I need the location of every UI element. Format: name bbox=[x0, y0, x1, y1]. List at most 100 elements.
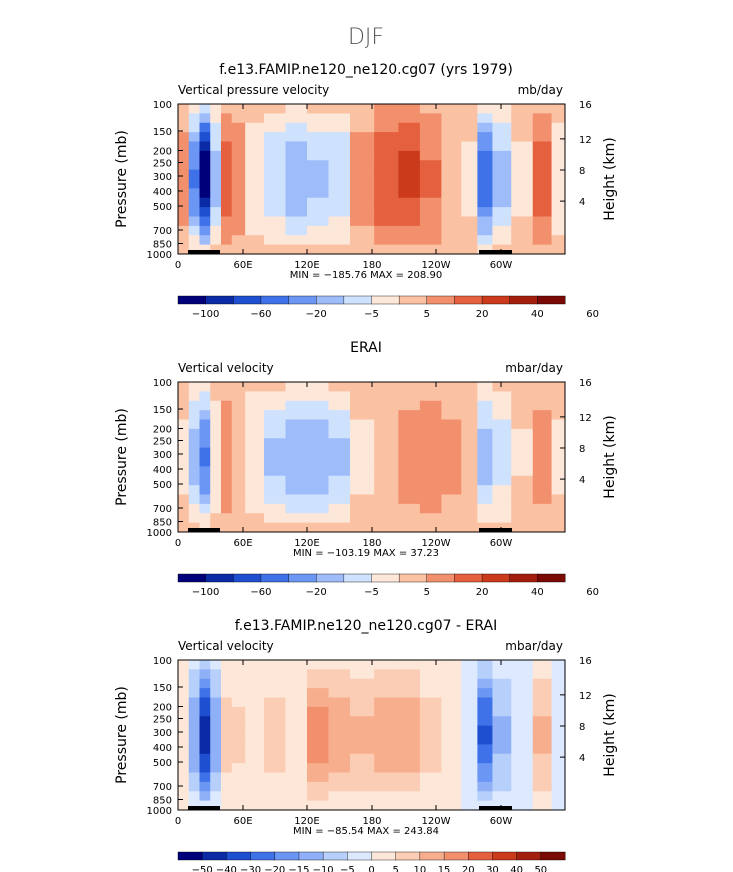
colorbar-swatch bbox=[426, 295, 455, 305]
field-cell bbox=[398, 447, 421, 458]
field-cell bbox=[221, 697, 233, 708]
field-cell bbox=[374, 410, 399, 421]
colorbar-label: −100 bbox=[192, 309, 219, 320]
topography-mask bbox=[479, 528, 512, 532]
field-cell bbox=[307, 225, 329, 236]
field-cell bbox=[532, 400, 553, 411]
field-cell bbox=[551, 235, 566, 246]
field-cell bbox=[221, 169, 233, 180]
field-cell bbox=[285, 225, 308, 236]
y-tick-label: 200 bbox=[153, 703, 172, 714]
y-tick-label: 100 bbox=[153, 378, 172, 389]
field-cell bbox=[231, 179, 246, 189]
field-cell bbox=[441, 678, 462, 689]
field-cell bbox=[245, 678, 265, 689]
y-tick-label: 500 bbox=[153, 758, 172, 769]
field-cell bbox=[441, 244, 462, 255]
field-cell bbox=[245, 522, 265, 533]
field-cell bbox=[285, 763, 308, 774]
field-cell bbox=[188, 160, 200, 171]
field-cell bbox=[328, 132, 351, 143]
field-cell bbox=[419, 104, 442, 114]
field-cell bbox=[477, 216, 493, 227]
field-cell bbox=[264, 772, 286, 783]
field-cell bbox=[511, 763, 534, 774]
field-cell bbox=[178, 791, 190, 802]
field-cell bbox=[221, 207, 233, 218]
field-cell bbox=[492, 753, 512, 764]
field-cell bbox=[551, 207, 566, 218]
field-cell bbox=[264, 513, 286, 524]
field-cell bbox=[285, 706, 308, 717]
field-cell bbox=[492, 235, 512, 246]
field-cell bbox=[419, 216, 442, 227]
field-cell bbox=[188, 207, 200, 218]
field-cell bbox=[398, 122, 421, 133]
field-cell bbox=[285, 475, 308, 486]
y-tick-label: 400 bbox=[153, 743, 172, 754]
field-cell bbox=[231, 688, 246, 699]
field-cell bbox=[285, 391, 308, 402]
colorbar-swatch bbox=[288, 573, 317, 583]
field-cell bbox=[178, 744, 190, 755]
field-cell bbox=[199, 438, 211, 449]
field-cell bbox=[532, 494, 553, 505]
field-cell bbox=[221, 753, 233, 764]
colorbar-swatch bbox=[288, 295, 317, 305]
field-cell bbox=[461, 772, 478, 783]
field-cell bbox=[374, 494, 399, 505]
field-cell bbox=[461, 513, 478, 524]
field-cell bbox=[264, 216, 286, 227]
field-cell bbox=[285, 660, 308, 670]
field-cell bbox=[511, 447, 534, 458]
field-cell bbox=[350, 188, 375, 199]
field-cell bbox=[188, 660, 200, 670]
field-cell bbox=[477, 428, 493, 439]
field-cell bbox=[199, 104, 211, 114]
field-cell bbox=[551, 744, 566, 755]
field-cell bbox=[178, 447, 190, 458]
field-cell bbox=[178, 382, 190, 392]
topography-mask bbox=[188, 528, 220, 532]
field-cell bbox=[328, 457, 351, 467]
field-cell bbox=[419, 457, 442, 467]
field-cell bbox=[199, 800, 211, 811]
field-cell bbox=[245, 466, 265, 477]
colorbar-label: 40 bbox=[531, 309, 544, 320]
field-cell bbox=[199, 197, 211, 208]
field-cell bbox=[199, 207, 211, 218]
field-cell bbox=[307, 179, 329, 189]
field-cell bbox=[210, 763, 222, 774]
field-cell bbox=[374, 244, 399, 255]
field-cell bbox=[188, 104, 200, 114]
field-cell bbox=[231, 197, 246, 208]
colorbar-swatch bbox=[201, 851, 227, 861]
field-cell bbox=[307, 207, 329, 218]
field-cell bbox=[477, 697, 493, 708]
field-cell bbox=[199, 688, 211, 699]
field-cell bbox=[398, 503, 421, 514]
field-cell bbox=[264, 735, 286, 745]
y-tick-label: 400 bbox=[153, 187, 172, 198]
field-cell bbox=[350, 419, 375, 430]
field-cell bbox=[477, 744, 493, 755]
field-cell bbox=[551, 466, 566, 477]
field-cell bbox=[210, 235, 222, 246]
colorbar-label: −40 bbox=[216, 865, 237, 872]
field-cell bbox=[210, 122, 222, 133]
field-cell bbox=[511, 104, 534, 114]
colorbar-swatch bbox=[419, 851, 445, 861]
field-cell bbox=[477, 513, 493, 524]
field-cell bbox=[350, 475, 375, 486]
topography-mask bbox=[479, 250, 512, 254]
field-cell bbox=[511, 735, 534, 745]
field-cell bbox=[551, 122, 566, 133]
field-cell bbox=[285, 791, 308, 802]
field-cell bbox=[210, 197, 222, 208]
field-cell bbox=[461, 678, 478, 689]
field-cell bbox=[221, 522, 233, 533]
field-cell bbox=[307, 678, 329, 689]
field-cell bbox=[441, 150, 462, 161]
field-cell bbox=[441, 188, 462, 199]
field-cell bbox=[178, 800, 190, 811]
